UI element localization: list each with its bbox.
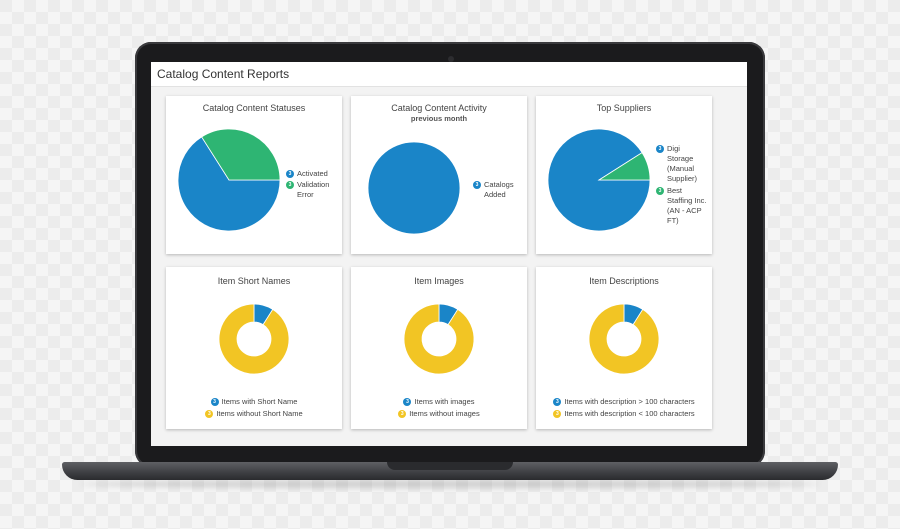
chart-legend: 3 Items with description > 100 character… bbox=[536, 397, 712, 421]
legend-label: Best Staffing Inc. (AN - ACP FT) bbox=[667, 186, 707, 225]
legend-item[interactable]: 3 Items with Short Name bbox=[166, 397, 342, 407]
panel-title: Item Images bbox=[414, 276, 464, 286]
slice-activated[interactable] bbox=[177, 136, 281, 232]
legend-swatch-blue: 3 bbox=[656, 145, 664, 153]
legend-label: Digi Storage (Manual Supplier) bbox=[667, 144, 698, 183]
legend-item[interactable]: 3 Digi Storage (Manual Supplier) bbox=[656, 144, 708, 184]
legend-item[interactable]: 3 Activated bbox=[286, 169, 341, 179]
panel-item-short-names[interactable]: Item Short Names 3 Items with Short Name… bbox=[166, 267, 342, 429]
legend-label: Validation Error bbox=[297, 180, 330, 199]
legend-item[interactable]: 3 Items with description > 100 character… bbox=[536, 397, 712, 407]
panel-top-suppliers[interactable]: Top Suppliers 3 Digi Storage (Manual Sup… bbox=[536, 96, 712, 254]
pie-chart[interactable] bbox=[367, 141, 462, 236]
legend-item[interactable]: 3 Best Staffing Inc. (AN - ACP FT) bbox=[656, 186, 708, 226]
legend-label: Catalogs Added bbox=[484, 180, 514, 199]
legend-item[interactable]: 3 Validation Error bbox=[286, 180, 341, 200]
slice-validation-error[interactable] bbox=[201, 128, 281, 181]
slice-items-with-description-100-characters[interactable] bbox=[588, 303, 660, 375]
laptop-shadow bbox=[80, 480, 820, 488]
camera-icon bbox=[448, 56, 454, 62]
app-header: Catalog Content Reports bbox=[151, 62, 747, 87]
slice-items-without-images[interactable] bbox=[403, 303, 475, 375]
legend-swatch-blue: 3 bbox=[210, 398, 219, 406]
chart-legend: 3 Items with Short Name 3 Items without … bbox=[166, 397, 342, 421]
legend-label: Items with description < 100 characters bbox=[564, 409, 695, 418]
slice-best-staffing-inc-an-acp-ft[interactable] bbox=[597, 152, 651, 181]
legend-label: Items with Short Name bbox=[221, 397, 298, 406]
pie-chart[interactable] bbox=[177, 128, 282, 233]
panel-item-images[interactable]: Item Images 3 Items with images 3 Items … bbox=[351, 267, 527, 429]
legend-label: Items with images bbox=[414, 397, 475, 406]
legend-swatch-green: 3 bbox=[286, 181, 294, 189]
panel-catalog-content-activity[interactable]: Catalog Content Activity previous month … bbox=[351, 96, 527, 254]
panel-title: Top Suppliers bbox=[596, 103, 652, 113]
legend-label: Items without Short Name bbox=[216, 409, 303, 418]
panel-catalog-content-statuses[interactable]: Catalog Content Statuses 3 Activated 3 V… bbox=[166, 96, 342, 254]
panel-title: Item Descriptions bbox=[589, 276, 659, 286]
legend-swatch-blue: 3 bbox=[473, 181, 481, 189]
legend-item[interactable]: 3 Items without images bbox=[351, 409, 527, 419]
laptop-screen: Catalog Content Reports Catalog Content … bbox=[151, 62, 747, 446]
legend-item[interactable]: 3 Catalogs Added bbox=[473, 180, 523, 200]
legend-swatch-yellow: 3 bbox=[398, 410, 407, 418]
legend-swatch-yellow: 3 bbox=[553, 410, 562, 418]
panel-title: Item Short Names bbox=[217, 276, 291, 286]
legend-item[interactable]: 3 Items with images bbox=[351, 397, 527, 407]
panel-title: Catalog Content Activity bbox=[391, 103, 487, 113]
legend-swatch-blue: 3 bbox=[286, 170, 294, 178]
legend-label: Items with description > 100 characters bbox=[564, 397, 695, 406]
legend-label: Activated bbox=[297, 169, 328, 178]
donut-chart[interactable] bbox=[403, 303, 475, 375]
slice-items-without-short-name[interactable] bbox=[218, 303, 290, 375]
panel-item-descriptions[interactable]: Item Descriptions 3 Items with descripti… bbox=[536, 267, 712, 429]
pie-chart[interactable] bbox=[547, 128, 652, 233]
dashboard: Catalog Content Statuses 3 Activated 3 V… bbox=[151, 87, 747, 446]
legend-item[interactable]: 3 Items with description < 100 character… bbox=[536, 409, 712, 419]
laptop-base bbox=[62, 462, 838, 480]
slice-catalogs-added[interactable] bbox=[367, 141, 461, 235]
laptop-notch bbox=[387, 462, 513, 470]
donut-chart[interactable] bbox=[588, 303, 660, 375]
legend-label: Items without images bbox=[409, 409, 480, 418]
donut-chart[interactable] bbox=[218, 303, 290, 375]
legend-item[interactable]: 3 Items without Short Name bbox=[166, 409, 342, 419]
legend-swatch-blue: 3 bbox=[553, 398, 562, 406]
panel-title: Catalog Content Statuses bbox=[202, 103, 306, 113]
chart-legend: 3 Items with images 3 Items without imag… bbox=[351, 397, 527, 421]
legend-swatch-blue: 3 bbox=[403, 398, 412, 406]
legend-swatch-yellow: 3 bbox=[205, 410, 214, 418]
panel-subtitle: previous month bbox=[410, 114, 468, 123]
legend-swatch-green: 3 bbox=[656, 187, 664, 195]
page-title: Catalog Content Reports bbox=[157, 67, 290, 81]
